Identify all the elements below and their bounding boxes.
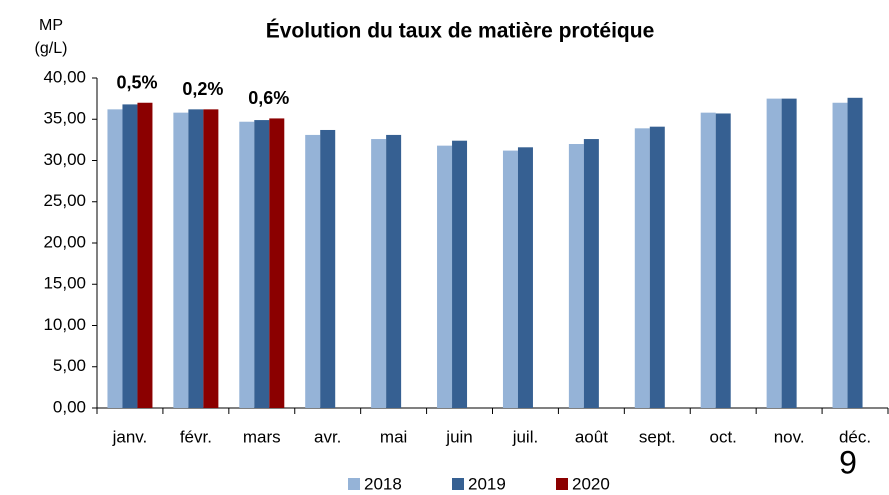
bar: [203, 109, 219, 408]
bar: [188, 109, 204, 408]
bar: [173, 112, 189, 409]
y-tick-label: 0,00: [53, 397, 86, 416]
bar: [781, 98, 797, 408]
bar: [137, 102, 153, 408]
y-tick-label: 20,00: [43, 232, 86, 251]
legend-swatch: [556, 478, 568, 490]
chart-title: Évolution du taux de matière protéique: [266, 20, 655, 43]
legend-label: 2020: [572, 474, 610, 493]
bar: [371, 139, 387, 409]
bar: [715, 113, 731, 408]
x-tick-label: juil.: [512, 427, 539, 446]
x-tick-label: oct.: [710, 427, 737, 446]
bar: [583, 139, 599, 409]
y-axis-label: MP: [39, 17, 63, 34]
bar: [239, 121, 255, 408]
legend-swatch: [348, 478, 360, 490]
x-tick-label: déc.: [839, 427, 871, 446]
y-axis-label: (g/L): [35, 40, 68, 57]
legend-label: 2019: [468, 474, 506, 493]
bar: [847, 97, 863, 409]
bar: [320, 129, 336, 408]
y-tick-label: 40,00: [43, 67, 86, 86]
x-tick-label: juin: [445, 427, 472, 446]
x-tick-label: janv.: [112, 427, 148, 446]
bar: [386, 134, 402, 409]
x-tick-label: nov.: [774, 427, 805, 446]
x-tick-label: mars: [243, 427, 281, 446]
y-tick-label: 10,00: [43, 315, 86, 334]
y-tick-label: 5,00: [53, 356, 86, 375]
legend-label: 2018: [364, 474, 402, 493]
x-tick-label: avr.: [314, 427, 341, 446]
bar: [254, 120, 270, 408]
bar: [122, 104, 138, 409]
x-tick-label: févr.: [180, 427, 212, 446]
y-tick-label: 15,00: [43, 274, 86, 293]
x-tick-label: août: [575, 427, 608, 446]
legend-swatch: [452, 478, 464, 490]
y-tick-label: 30,00: [43, 150, 86, 169]
x-tick-label: mai: [380, 427, 407, 446]
bar: [634, 128, 650, 408]
bar: [517, 147, 533, 409]
bar: [502, 150, 518, 408]
y-tick-label: 35,00: [43, 109, 86, 128]
bar: [832, 102, 848, 408]
x-tick-label: sept.: [639, 427, 676, 446]
bar: [437, 145, 453, 408]
annotation: 0,2%: [182, 79, 223, 99]
bar: [766, 98, 782, 408]
annotation: 0,5%: [116, 73, 157, 93]
annotation: 0,6%: [248, 88, 289, 108]
bar: [700, 112, 716, 409]
y-tick-label: 25,00: [43, 191, 86, 210]
bar: [649, 126, 665, 409]
bar: [269, 118, 285, 409]
page-number: 9: [839, 444, 857, 480]
bar: [452, 140, 468, 408]
bar: [568, 144, 584, 408]
bar: [107, 109, 123, 408]
bar: [305, 134, 321, 409]
